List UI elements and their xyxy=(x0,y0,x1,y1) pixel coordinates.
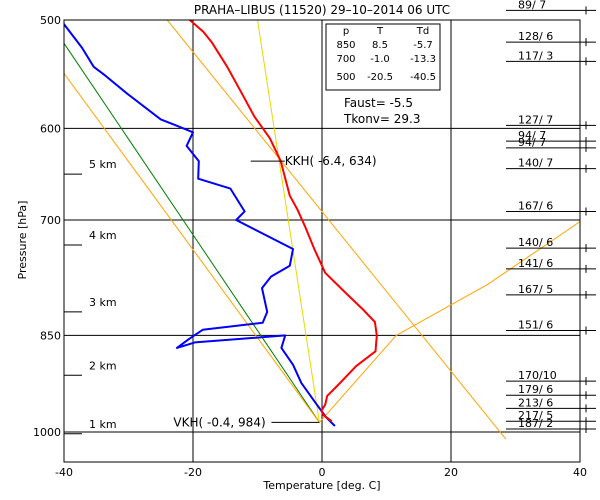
x-tick-label: -20 xyxy=(184,466,202,479)
wind-label: 217/ 5 xyxy=(518,409,553,422)
y-tick-label: 600 xyxy=(40,122,61,135)
y-tick-label: 700 xyxy=(40,214,61,227)
stability-indices: Faust= -5.5 Tkonv= 29.3 xyxy=(343,96,421,126)
grid xyxy=(63,19,581,462)
chart-title: PRAHA–LIBUS (11520) 29–10–2014 06 UTC xyxy=(194,3,450,17)
height-scale: 1 km 2 km 3 km 4 km 5 km xyxy=(64,158,117,435)
wind-label: 141/ 6 xyxy=(518,257,553,270)
y-tick-label: 500 xyxy=(40,14,61,27)
height-label: 3 km xyxy=(89,296,117,309)
wind-label: 167/ 6 xyxy=(518,199,553,212)
stability-index: Tkonv= 29.3 xyxy=(343,112,421,126)
table-cell: -5.7 xyxy=(413,40,433,51)
summary-table-box xyxy=(325,23,441,91)
table-cell: -20.5 xyxy=(367,72,393,83)
table-cell: -13.3 xyxy=(410,54,436,65)
y-tick-label: 850 xyxy=(40,329,61,342)
wind-column: 89/ 7 128/ 6 117/ 3 127/ 7 94/ 794/ 7 140/ 7 1… xyxy=(506,0,596,434)
height-label: 1 km xyxy=(89,418,117,431)
wind-label: 167/ 5 xyxy=(518,283,553,296)
wind-label: 128/ 6 xyxy=(518,30,553,43)
stability-index: Faust= -5.5 xyxy=(344,96,413,110)
height-label: 5 km xyxy=(89,158,117,171)
x-tick-label: 0 xyxy=(319,466,326,479)
wind-label: 94/ 7 xyxy=(518,136,546,149)
series-adiabat-c xyxy=(319,221,580,423)
annotations: KKH( -6.4, 634) VKH( -0.4, 984) xyxy=(173,154,376,429)
wind-label: 187/ 2 xyxy=(518,417,553,430)
table-header: p xyxy=(343,26,349,37)
table-cell: -1.0 xyxy=(370,54,390,65)
annotation-label: KKH( -6.4, 634) xyxy=(285,154,377,168)
height-label: 2 km xyxy=(89,359,117,372)
height-label: 4 km xyxy=(89,229,117,242)
plot-frame xyxy=(63,19,581,463)
series-parcel xyxy=(257,20,320,423)
x-axis-label: Temperature [deg. C] xyxy=(262,479,380,492)
y-tick-label: 1000 xyxy=(33,426,61,439)
table-cell: 500 xyxy=(336,72,355,83)
series-mixing-ratio xyxy=(64,43,320,423)
x-tick-label: -40 xyxy=(55,466,73,479)
wind-label: 213/ 6 xyxy=(518,396,553,409)
series-adiabat-a xyxy=(64,73,320,423)
table-header: T xyxy=(376,26,384,37)
table-cell: 700 xyxy=(336,54,355,65)
wind-label: 89/ 7 xyxy=(518,0,546,11)
wind-label: 170/10 xyxy=(518,369,557,382)
wind-label: 179/ 6 xyxy=(518,383,553,396)
x-tick-label: 20 xyxy=(444,466,458,479)
table-header: Td xyxy=(416,26,429,37)
wind-label: 127/ 7 xyxy=(518,113,553,126)
wind-label: 140/ 6 xyxy=(518,236,553,249)
series-temperature xyxy=(189,20,378,423)
annotation-label: VKH( -0.4, 984) xyxy=(173,415,265,429)
y-axis-label: Pressure [hPa] xyxy=(16,201,29,280)
table-cell: 8.5 xyxy=(372,40,388,51)
x-tick-label: 40 xyxy=(573,466,587,479)
summary-table: p T Td 850 8.5 -5.7 700 -1.0 -13.3 500 -20.5 -40.5 xyxy=(325,23,441,91)
sounding-curves xyxy=(64,20,580,440)
axes: -40 -20 0 20 40 500 600 700 850 1000 xyxy=(33,14,587,479)
series-adiabat-b xyxy=(166,20,507,440)
table-cell: 850 xyxy=(336,40,355,51)
wind-label: 151/ 6 xyxy=(518,318,553,331)
wind-label: 117/ 3 xyxy=(518,49,553,62)
wind-label: 94/ 7 xyxy=(518,129,546,142)
series-dewpoint xyxy=(64,22,336,427)
table-cell: -40.5 xyxy=(410,72,436,83)
wind-label: 140/ 7 xyxy=(518,157,553,170)
